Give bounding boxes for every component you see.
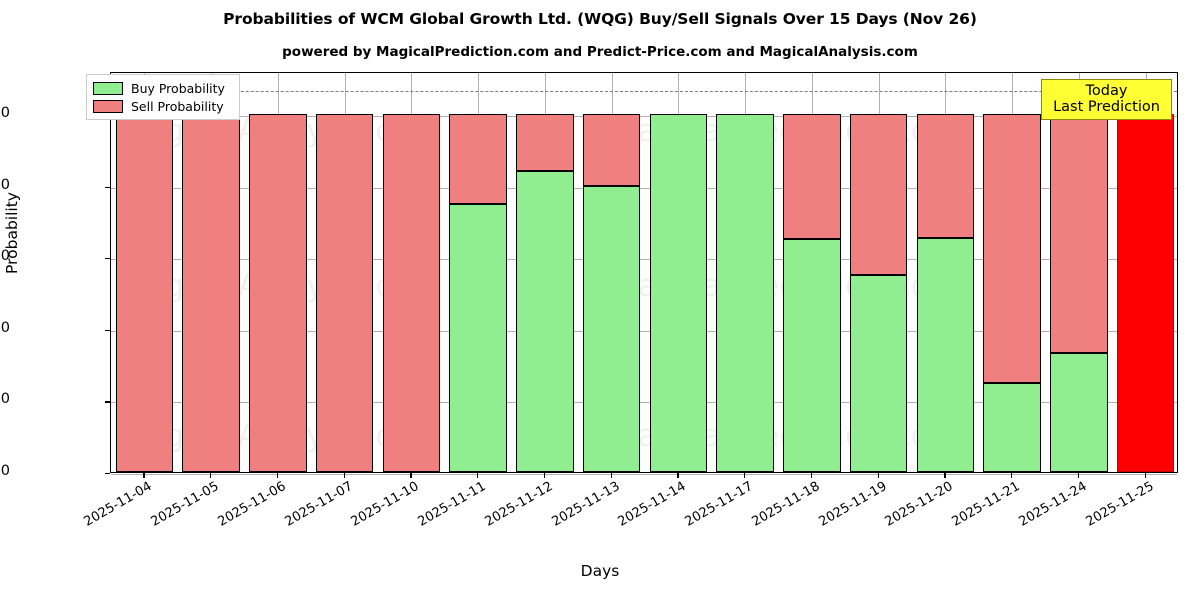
bar-series-layer bbox=[111, 73, 1177, 472]
x-tick-mark-14 bbox=[1077, 473, 1080, 478]
bar-segment-buy bbox=[783, 239, 841, 472]
legend-label-sell: Sell Probability bbox=[131, 98, 224, 114]
bar-segment-buy bbox=[649, 114, 708, 472]
x-tick-mark-12 bbox=[944, 473, 946, 478]
bar-group[interactable] bbox=[249, 71, 307, 472]
bar-group[interactable] bbox=[516, 71, 574, 472]
today-annotation-line1: Today bbox=[1085, 83, 1128, 99]
y-tick-label-100: 100 bbox=[0, 104, 10, 121]
x-tick-mark-8 bbox=[677, 473, 679, 478]
x-tick-mark-5 bbox=[477, 473, 479, 478]
reference-line bbox=[111, 90, 1177, 92]
gridline-y-20 bbox=[111, 402, 1177, 404]
gridline-y-100 bbox=[111, 116, 1177, 117]
bar-group[interactable] bbox=[382, 71, 441, 472]
y-tick-label-60: 60 bbox=[0, 248, 10, 265]
bar-segment-sell bbox=[516, 113, 574, 172]
plot-area: MagicalAnalysis.comMagicalPrediction.com… bbox=[110, 72, 1178, 475]
bar-segment-today bbox=[1116, 114, 1175, 472]
bar-group[interactable] bbox=[849, 71, 908, 472]
bar-segment-sell bbox=[783, 114, 841, 240]
x-tick-mark-4 bbox=[410, 473, 412, 478]
gridline-y-80 bbox=[111, 187, 1177, 189]
bar-group[interactable] bbox=[1116, 71, 1175, 472]
bar-group[interactable] bbox=[1050, 71, 1108, 472]
y-tick-label-0: 0 bbox=[0, 463, 10, 479]
bar-group[interactable] bbox=[449, 71, 507, 472]
y-tick-label-40: 40 bbox=[0, 319, 10, 336]
bar-segment-buy bbox=[516, 171, 574, 472]
bar-segment-sell bbox=[849, 114, 908, 276]
x-tick-mark-11 bbox=[877, 473, 879, 478]
bar-segment-buy bbox=[916, 237, 975, 472]
x-tick-mark-1 bbox=[210, 473, 212, 478]
bar-segment-buy bbox=[1050, 352, 1108, 472]
legend-swatch-buy bbox=[93, 81, 123, 95]
bar-group[interactable] bbox=[115, 71, 174, 472]
y-tick-label-80: 80 bbox=[0, 176, 10, 193]
bar-segment-buy bbox=[582, 185, 641, 472]
x-axis-label: Days bbox=[580, 562, 620, 580]
bar-segment-sell bbox=[315, 114, 374, 472]
gridline-y-40 bbox=[111, 330, 1177, 332]
gridline-y-0 bbox=[111, 474, 1177, 475]
bar-segment-sell bbox=[449, 114, 507, 204]
bar-segment-sell bbox=[582, 114, 641, 186]
y-tick-mark-60 bbox=[105, 258, 110, 260]
y-tick-mark-20 bbox=[105, 401, 110, 403]
bar-group[interactable] bbox=[783, 71, 841, 472]
chart-legend: Buy Probability Sell Probability bbox=[86, 74, 240, 120]
chart-title: Probabilities of WCM Global Growth Ltd. … bbox=[223, 10, 977, 28]
bar-group[interactable] bbox=[916, 71, 975, 472]
x-tick-mark-2 bbox=[276, 473, 279, 478]
today-annotation-line2: Last Prediction bbox=[1053, 99, 1160, 116]
y-tick-label-20: 20 bbox=[0, 391, 10, 408]
y-tick-mark-0 bbox=[105, 473, 110, 475]
bar-group[interactable] bbox=[315, 71, 374, 472]
x-tick-mark-7 bbox=[610, 473, 612, 478]
x-tick-mark-10 bbox=[810, 473, 813, 478]
bar-segment-sell bbox=[1050, 114, 1108, 353]
today-annotation: Today Last Prediction bbox=[1041, 79, 1172, 121]
bar-segment-buy bbox=[716, 114, 774, 472]
legend-label-buy: Buy Probability bbox=[131, 80, 225, 96]
bar-segment-buy bbox=[849, 275, 908, 472]
bar-group[interactable] bbox=[983, 71, 1041, 472]
bar-group[interactable] bbox=[716, 71, 774, 472]
bar-segment-sell bbox=[983, 114, 1041, 383]
bar-segment-sell bbox=[249, 114, 307, 472]
bar-segment-buy bbox=[449, 203, 507, 472]
y-tick-mark-40 bbox=[105, 329, 110, 331]
bar-segment-sell bbox=[916, 114, 975, 238]
x-tick-mark-3 bbox=[343, 473, 345, 478]
bar-group[interactable] bbox=[582, 71, 641, 472]
gridline-y-60 bbox=[111, 259, 1177, 261]
legend-item-sell[interactable]: Sell Probability bbox=[93, 97, 233, 115]
x-tick-mark-15 bbox=[1144, 473, 1146, 478]
legend-item-buy[interactable]: Buy Probability bbox=[93, 79, 233, 97]
bar-segment-buy bbox=[983, 382, 1041, 472]
x-tick-mark-6 bbox=[543, 473, 546, 478]
x-tick-mark-13 bbox=[1011, 473, 1013, 478]
y-axis-label: Probability bbox=[3, 192, 21, 274]
bar-segment-sell bbox=[115, 114, 174, 472]
x-tick-mark-0 bbox=[143, 473, 145, 478]
bar-group[interactable] bbox=[182, 71, 240, 472]
x-tick-mark-9 bbox=[744, 473, 746, 478]
bar-group[interactable] bbox=[649, 71, 708, 472]
chart-subtitle: powered by MagicalPrediction.com and Pre… bbox=[282, 44, 918, 60]
bar-segment-sell bbox=[382, 114, 441, 472]
bar-segment-sell bbox=[182, 114, 240, 472]
y-tick-mark-80 bbox=[105, 186, 110, 188]
legend-swatch-sell bbox=[93, 99, 123, 113]
